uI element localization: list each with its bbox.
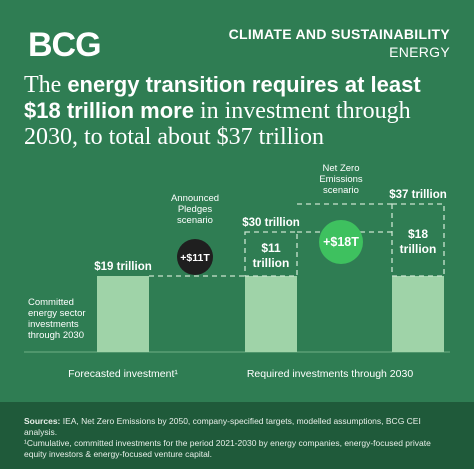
bar-net_zero: [392, 276, 444, 352]
bubble-0: [177, 239, 213, 275]
bubble-caption-0-0: Announced: [171, 193, 219, 204]
bubble-1: [319, 220, 363, 264]
base-annotation-3: through 2030: [28, 330, 84, 341]
headline-part2: in investment through 2030, to total abo…: [24, 98, 411, 150]
sources-text: IEA, Net Zero Emissions by 2050, company…: [24, 416, 421, 437]
increment-label-net_zero: $18: [408, 227, 428, 241]
total-label-net_zero: $37 trillion: [389, 189, 447, 201]
header: CLIMATE AND SUSTAINABILITY ENERGY: [229, 26, 450, 60]
headline-bold: energy transition requires at least $18 …: [24, 72, 421, 123]
increment-unit-net_zero: trillion: [400, 242, 437, 256]
header-subtitle: ENERGY: [389, 44, 450, 60]
total-label-forecasted: $19 trillion: [94, 261, 152, 273]
base-annotation-0: Committed: [28, 297, 74, 308]
bubble-caption-0-1: Pledges: [178, 204, 213, 215]
xlabel-forecasted: Forecasted investment¹: [68, 368, 178, 380]
base-annotation-1: energy sector: [28, 308, 86, 319]
increment-label-announced: $11: [261, 241, 281, 255]
headline: The energy transition requires at least …: [24, 72, 454, 150]
headline-part1: The: [24, 72, 68, 98]
increment-box-net_zero: [391, 203, 445, 277]
bubble-caption-1-1: Emissions: [319, 174, 363, 185]
bubble-text-0: +$11T: [180, 252, 210, 264]
increment-unit-announced: trillion: [253, 256, 290, 270]
bubble-text-1: +$18T: [323, 235, 359, 249]
bubble-caption-0-2: scenario: [177, 215, 213, 226]
bar-announced: [245, 276, 297, 352]
sources-label: Sources:: [24, 416, 61, 426]
bar-forecasted: [97, 276, 149, 352]
base-annotation-2: investments: [28, 319, 79, 330]
bubble-caption-1-0: Net Zero: [323, 163, 360, 174]
increment-box-announced: [244, 231, 298, 277]
total-label-announced: $30 trillion: [242, 217, 300, 229]
bubble-caption-1-2: scenario: [323, 185, 359, 196]
xlabel-required: Required investments through 2030: [247, 368, 414, 380]
sources-note: Sources: IEA, Net Zero Emissions by 2050…: [0, 402, 474, 469]
bcg-logo: BCG: [28, 26, 102, 64]
header-title: CLIMATE AND SUSTAINABILITY: [228, 26, 450, 42]
footnote: ¹Cumulative, committed investments for t…: [24, 438, 431, 459]
